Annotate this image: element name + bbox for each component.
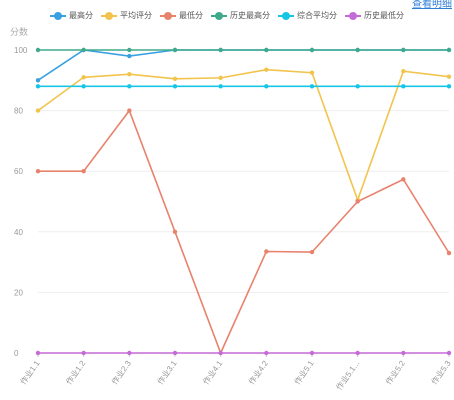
data-point (127, 72, 132, 77)
legend-swatch-icon (50, 11, 66, 20)
legend-label: 历史最低分 (364, 11, 404, 20)
x-tick-label: 作业5.3 (429, 358, 453, 386)
view-details-link[interactable]: 查看明细 (412, 0, 452, 10)
x-tick-label: 作业1.1 (18, 358, 42, 386)
legend-item[interactable]: 历史最低分 (345, 10, 404, 21)
data-point (172, 47, 178, 53)
legend-item[interactable]: 综合平均分 (278, 10, 337, 21)
legend-label: 历史最高分 (230, 11, 270, 20)
x-tick-label: 作业5.2 (383, 358, 407, 386)
legend-label: 平均评分 (120, 11, 152, 20)
legend-item[interactable]: 最高分 (50, 10, 93, 21)
data-point (35, 108, 41, 113)
data-point (264, 47, 269, 53)
data-point (401, 47, 406, 53)
data-point (127, 84, 132, 89)
data-point (127, 108, 132, 113)
data-point (264, 84, 269, 89)
x-tick-label: 作业5.1... (334, 358, 362, 391)
data-point (355, 47, 360, 53)
series-line (37, 68, 450, 203)
y-tick-label: 60 (14, 167, 23, 176)
data-point (446, 84, 452, 89)
legend-swatch-icon (101, 11, 117, 20)
data-point (172, 229, 178, 234)
data-point (218, 47, 223, 53)
legend-swatch-icon (160, 11, 176, 20)
data-point (218, 84, 223, 89)
data-point (218, 75, 223, 81)
data-point (446, 74, 452, 79)
y-tick-label: 100 (14, 46, 28, 55)
legend-swatch-icon (345, 11, 361, 20)
data-point (35, 78, 41, 83)
y-tick-label: 40 (14, 228, 23, 237)
data-point (172, 76, 178, 81)
data-point (355, 84, 360, 89)
data-point (355, 199, 360, 204)
data-point (218, 350, 223, 356)
data-point (264, 249, 269, 254)
chart-legend: 最高分 平均评分 最低分 历史最高分 综合平均分 历史最低分 (0, 10, 454, 21)
x-tick-label: 作业3.1 (155, 358, 179, 386)
data-point (309, 70, 315, 75)
data-point (309, 249, 315, 255)
data-point (35, 169, 41, 174)
data-point (81, 75, 86, 80)
data-point (309, 84, 315, 89)
legend-label: 综合平均分 (297, 11, 337, 20)
x-tick-label: 作业4.2 (246, 358, 270, 386)
data-point (81, 47, 86, 53)
y-tick-label: 80 (14, 107, 23, 116)
x-tick-label: 作业5.1 (292, 358, 316, 386)
data-point (81, 84, 86, 89)
data-point (355, 350, 360, 356)
data-point (309, 350, 315, 356)
legend-swatch-icon (278, 11, 294, 20)
data-point (264, 350, 269, 356)
data-point (127, 47, 132, 53)
legend-label: 最低分 (179, 11, 203, 20)
data-point (401, 350, 406, 356)
data-point (35, 47, 41, 53)
y-tick-label: 0 (14, 349, 19, 358)
data-point (446, 250, 452, 256)
data-point (172, 350, 178, 356)
data-point (309, 47, 315, 53)
legend-item[interactable]: 平均评分 (101, 10, 152, 21)
data-point (127, 350, 132, 356)
data-point (35, 350, 41, 356)
data-point (35, 84, 41, 89)
data-point (127, 53, 132, 59)
data-point (446, 47, 452, 53)
x-tick-label: 作业2.3 (109, 358, 133, 386)
data-point (264, 67, 269, 72)
x-tick-label: 作业4.1 (201, 358, 225, 386)
data-point (446, 350, 452, 356)
y-axis-label: 分数 (10, 26, 28, 37)
legend-label: 最高分 (69, 11, 93, 20)
legend-item[interactable]: 历史最高分 (211, 10, 270, 21)
data-point (401, 84, 406, 89)
data-point (81, 350, 86, 356)
y-tick-label: 20 (14, 288, 23, 297)
data-point (401, 69, 406, 74)
series-line (38, 108, 450, 356)
data-point (401, 177, 406, 182)
data-point (172, 84, 178, 89)
data-point (81, 169, 86, 174)
legend-swatch-icon (211, 11, 227, 20)
legend-item[interactable]: 最低分 (160, 10, 203, 21)
x-tick-label: 作业1.2 (64, 358, 88, 386)
